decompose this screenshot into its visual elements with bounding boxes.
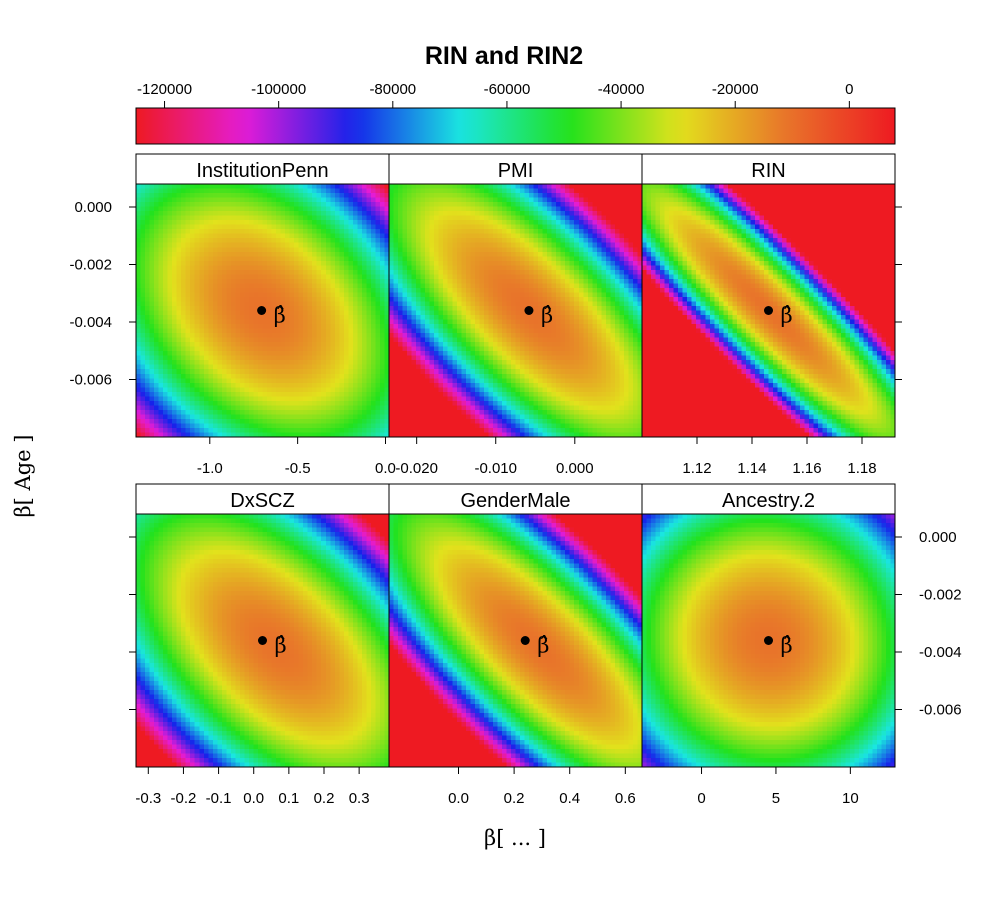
estimate-label: β̂	[541, 304, 553, 328]
estimate-label: β̂	[781, 304, 793, 328]
colorbar-tick-label: 0	[845, 81, 853, 98]
panel-gendermale: GenderMale β̂ 0.0 0.2 0.4 0.6	[388, 483, 643, 807]
y-tick-label: -0.002	[69, 257, 112, 274]
panel-ancestry-2: Ancestry.2 β̂ 0 5 10 0.000 -0.002 -0.004 -0.006	[641, 483, 962, 807]
panel-grid: InstitutionPenn β̂ -1.0 -0.5 0.0 0.000 -0.002 -…	[69, 153, 962, 807]
colorbar-tick-label: -20000	[712, 81, 759, 98]
x-tick-label: 0.3	[349, 790, 370, 807]
y-axis-label: β[ Age ]	[11, 435, 35, 518]
x-tick-label: 1.16	[792, 460, 821, 477]
x-tick-label: -0.010	[474, 460, 517, 477]
panel-strip-label: InstitutionPenn	[196, 160, 328, 182]
heatmap	[642, 514, 896, 768]
panel-strip-label: DxSCZ	[230, 490, 294, 512]
estimate-point	[524, 306, 534, 315]
x-tick-label: 10	[842, 790, 859, 807]
y-tick-label: 0.000	[919, 529, 957, 546]
panel-strip	[135, 153, 390, 185]
x-tick-label: 0.0	[243, 790, 264, 807]
estimate-label: β̂	[274, 304, 286, 328]
x-tick-label: -0.2	[171, 790, 197, 807]
x-tick-label: 0.0	[375, 460, 396, 477]
panel-strip	[641, 483, 896, 515]
y-tick-label: -0.006	[919, 702, 962, 719]
heatmap	[136, 184, 390, 438]
y-tick-label: 0.000	[74, 199, 112, 216]
panel-dxscz: DxSCZ β̂ -0.3 -0.2 -0.1 0.0 0.1 0.2 0.3	[129, 483, 390, 807]
x-tick-label: 0.0	[448, 790, 469, 807]
colorbar-tick-label: -100000	[251, 81, 306, 98]
panel-strip-label: Ancestry.2	[722, 490, 815, 512]
colorbar-tick-label: -80000	[369, 81, 416, 98]
y-tick-label: -0.004	[69, 314, 112, 331]
estimate-point	[257, 306, 267, 315]
estimate-label: β̂	[781, 634, 793, 658]
x-tick-label: 1.18	[847, 460, 876, 477]
heatmap	[389, 514, 643, 768]
x-tick-label: 5	[772, 790, 780, 807]
estimate-point	[764, 636, 773, 645]
y-tick-label: -0.006	[69, 372, 112, 389]
panel-strip	[641, 153, 896, 185]
x-tick-label: -1.0	[197, 460, 223, 477]
y-tick-label: -0.004	[919, 644, 962, 661]
panel-strip-label: RIN	[751, 160, 785, 182]
panel-rin: RIN β̂ 1.12 1.14 1.16 1.18	[641, 153, 902, 477]
panel-strip	[388, 153, 643, 185]
panel-strip	[388, 483, 643, 515]
panel-institutionpenn: InstitutionPenn β̂ -1.0 -0.5 0.0 0.000 -0.002 -…	[69, 153, 396, 477]
panel-pmi: PMI β̂ -0.020 -0.010 0.000	[388, 153, 643, 477]
colorbar-tick-label: -120000	[137, 81, 192, 98]
estimate-point	[520, 636, 530, 645]
estimate-label: β̂	[275, 634, 287, 658]
x-tick-label: -0.1	[206, 790, 232, 807]
x-tick-label: 0	[697, 790, 705, 807]
colorbar: -120000 -100000 -80000 -60000 -40000 -20000 0	[135, 81, 896, 145]
colorbar-tick-label: -40000	[598, 81, 645, 98]
heatmap	[136, 514, 390, 768]
x-tick-label: -0.5	[285, 460, 311, 477]
x-tick-label: 0.1	[278, 790, 299, 807]
panel-strip-label: PMI	[498, 160, 534, 182]
x-tick-label: 0.000	[556, 460, 594, 477]
colorbar-tick-label: -60000	[484, 81, 531, 98]
x-tick-label: 0.6	[615, 790, 636, 807]
colorbar-gradient	[135, 107, 896, 145]
x-tick-label: -0.020	[395, 460, 438, 477]
panel-strip	[135, 483, 390, 515]
x-tick-label: 1.14	[737, 460, 766, 477]
x-tick-label: -0.3	[135, 790, 161, 807]
estimate-point	[764, 306, 773, 315]
x-tick-label: 0.2	[504, 790, 525, 807]
estimate-label: β̂	[537, 634, 549, 658]
heatmap	[642, 184, 896, 438]
heatmap	[389, 184, 643, 438]
panel-strip-label: GenderMale	[460, 490, 570, 512]
y-tick-label: -0.002	[919, 587, 962, 604]
estimate-point	[258, 636, 267, 645]
chart-title: RIN and RIN2	[425, 42, 583, 70]
x-tick-label: 0.4	[559, 790, 580, 807]
x-axis-label: β[ ... ]	[484, 826, 546, 850]
x-tick-label: 1.12	[682, 460, 711, 477]
x-tick-label: 0.2	[314, 790, 335, 807]
